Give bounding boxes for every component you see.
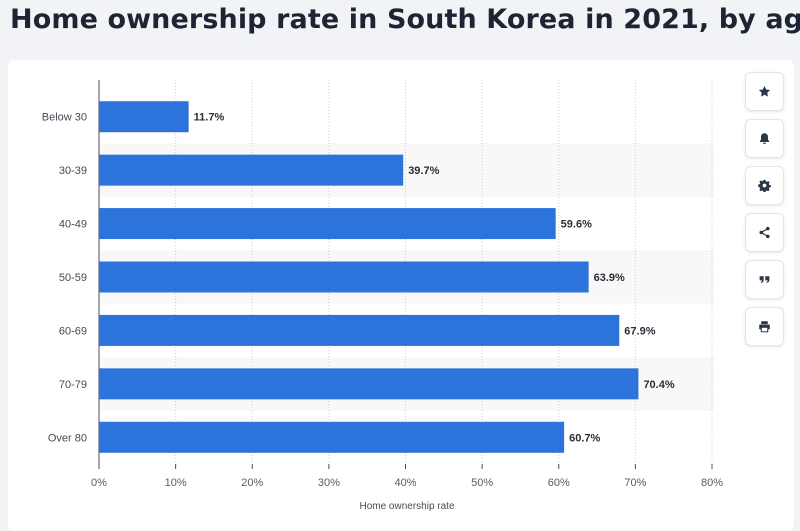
bar-2[interactable] [99,154,404,186]
favorite-button[interactable] [745,72,784,111]
bar-7[interactable] [99,421,565,453]
bar-chart: Below 30 11.7% 30-39 39.7% 40-49 59.6% 50-59 63… [42,80,723,512]
x-tick-label: 80% [701,477,723,489]
settings-button[interactable] [745,166,784,205]
bar-4[interactable] [99,261,589,293]
chart-title: Home ownership rate in South Korea in 20… [10,4,800,35]
notifications-button[interactable] [745,119,784,158]
cite-button[interactable] [745,260,784,299]
category-label: 40-49 [59,219,87,231]
category-label: 50-59 [59,272,87,284]
bar-1[interactable] [99,101,189,133]
category-label: 70-79 [59,379,87,391]
value-label: 63.9% [594,272,625,284]
value-label: 70.4% [643,379,674,391]
value-label: 11.7% [194,112,225,124]
quote-icon [759,276,770,283]
x-tick-label: 40% [394,477,416,489]
category-label: Below 30 [42,112,87,124]
x-tick-label: 70% [624,477,646,489]
bar-6[interactable] [99,368,639,400]
x-axis-title: Home ownership rate [359,501,454,512]
x-tick-label: 0% [91,477,107,489]
value-label: 59.6% [561,219,592,231]
category-label: 60-69 [59,325,87,337]
x-tick-label: 60% [548,477,570,489]
star-icon [758,85,771,97]
x-tick-label: 50% [471,477,493,489]
category-label: 30-39 [59,165,87,177]
x-tick-label: 30% [318,477,340,489]
x-tick-label: 20% [241,477,263,489]
bar-5[interactable] [99,314,620,346]
share-icon [759,226,770,239]
bell-icon [759,133,770,145]
chart-toolbar [745,72,784,354]
print-icon [759,321,770,333]
gear-icon [758,179,771,192]
chart-card: Below 30 11.7% 30-39 39.7% 40-49 59.6% 50-59 63… [8,60,794,531]
category-label: Over 80 [48,432,87,444]
bar-3[interactable] [99,208,556,240]
value-label: 60.7% [569,432,600,444]
print-button[interactable] [745,307,784,346]
value-label: 67.9% [624,325,655,337]
share-button[interactable] [745,213,784,252]
value-label: 39.7% [408,165,439,177]
x-tick-label: 10% [165,477,187,489]
